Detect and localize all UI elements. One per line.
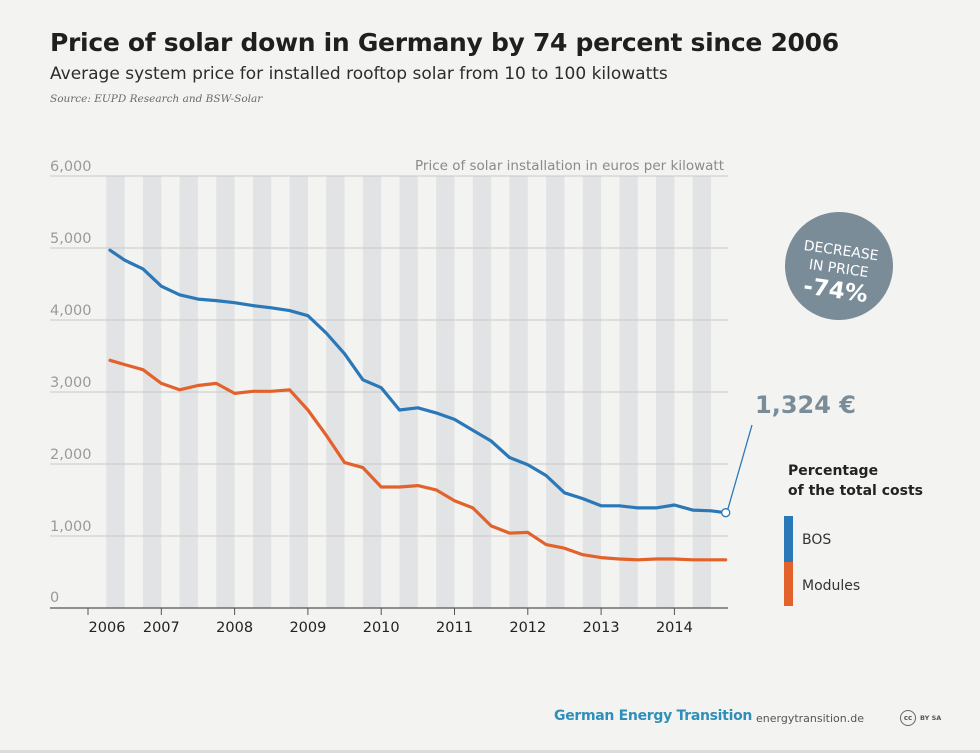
end-value-marker: [721, 508, 731, 518]
series-lines: [108, 248, 728, 562]
y-tick-label: 6,000: [50, 159, 92, 175]
legend-label-modules: Modules: [802, 578, 860, 594]
end-value-connector: [727, 424, 753, 510]
x-tick-label: 2010: [363, 620, 400, 636]
chart-subtitle: Average system price for installed rooft…: [50, 64, 668, 84]
decrease-badge: DECREASE IN PRICE -74%: [785, 212, 893, 320]
source-note: Source: EUPD Research and BSW-Solar: [50, 93, 263, 105]
badge-circle: [785, 212, 893, 320]
legend-title-line2: of the total costs: [788, 483, 923, 499]
x-tick-label: 2011: [436, 620, 473, 636]
y-axis: 6,000 5,000 4,000 3,000 2,000 1,000 0: [50, 159, 92, 606]
legend-title-line1: Percentage: [788, 463, 878, 479]
x-tick-label: 2007: [143, 620, 180, 636]
footer-brand: German Energy Transition: [554, 708, 753, 724]
y-tick-label: 4,000: [50, 303, 92, 319]
bottom-rule: [0, 750, 980, 753]
license-badge: cc BY SA: [900, 710, 941, 726]
footer-url[interactable]: energytransition.de: [756, 712, 864, 725]
x-tick-label: 2009: [289, 620, 326, 636]
x-tick-label: 2006: [89, 620, 126, 636]
year-bands: [106, 176, 712, 608]
legend-swatch-bos: [784, 516, 793, 562]
y-tick-label: 2,000: [50, 447, 92, 463]
series-line-modules: [108, 358, 728, 562]
solar-price-chart: 6,000 5,000 4,000 3,000 2,000 1,000 0 2006 2007…: [50, 158, 923, 636]
gridlines: [50, 175, 728, 609]
x-tick-label: 2014: [656, 620, 693, 636]
x-tick-label: 2008: [216, 620, 253, 636]
license-text: BY SA: [920, 714, 942, 722]
end-value-label: 1,324 €: [755, 391, 856, 419]
y-tick-label: 0: [50, 590, 59, 606]
series-line-bos: [108, 248, 728, 515]
legend-label-bos: BOS: [802, 532, 831, 548]
cc-icon: cc: [900, 710, 916, 726]
x-tick-label: 2013: [583, 620, 620, 636]
y-tick-label: 5,000: [50, 231, 92, 247]
y-tick-label: 1,000: [50, 519, 92, 535]
y-axis-title: Price of solar installation in euros per…: [415, 158, 724, 174]
legend-swatch-modules: [784, 562, 793, 606]
x-axis: 2006 2007 2008 2009 2010 2011 2012 2013 2014: [87, 608, 693, 636]
y-tick-label: 3,000: [50, 375, 92, 391]
chart-title: Price of solar down in Germany by 74 per…: [50, 28, 839, 57]
x-tick-label: 2012: [509, 620, 546, 636]
